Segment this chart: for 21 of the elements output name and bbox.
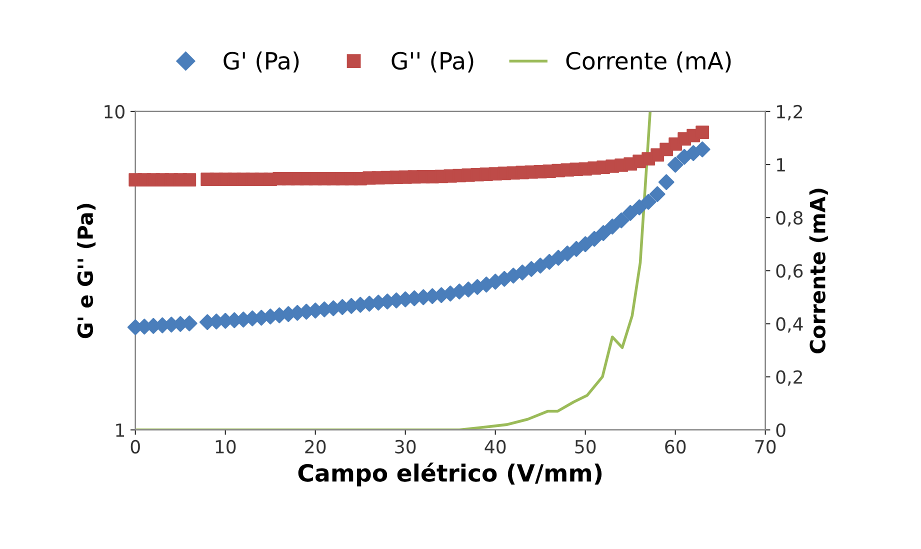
y2-tick-label: 0,8 bbox=[776, 211, 803, 227]
x-tick-label: 50 bbox=[575, 440, 596, 454]
x-tick-label: 40 bbox=[484, 440, 506, 454]
y2-tick-label: 0,2 bbox=[776, 370, 802, 386]
x-tick-label: 0 bbox=[130, 440, 140, 454]
legend-label: Corrente (mA) bbox=[566, 51, 731, 72]
x-tick-label: 20 bbox=[305, 440, 326, 454]
legend-label: G' (Pa) bbox=[224, 51, 299, 72]
x-tick-label: 30 bbox=[395, 440, 416, 454]
y-axis-title: G' e G'' (Pa) bbox=[76, 204, 96, 338]
y2-tick-label: 0,6 bbox=[776, 264, 803, 280]
y2-tick-label: 0 bbox=[776, 423, 786, 437]
y2-tick-label: 1,2 bbox=[777, 104, 802, 120]
x-tick-label: 10 bbox=[216, 440, 236, 454]
x-axis-title: Campo elétrico (V/mm) bbox=[298, 462, 602, 486]
y2-tick-label: 0,4 bbox=[776, 317, 803, 333]
legend-label: G'' (Pa) bbox=[392, 51, 474, 72]
x-tick-label: 60 bbox=[665, 440, 686, 454]
x-tick-label: 70 bbox=[755, 440, 776, 454]
y2-axis-title: Corrente (mA) bbox=[809, 188, 828, 354]
y2-tick-label: 1 bbox=[777, 158, 785, 172]
